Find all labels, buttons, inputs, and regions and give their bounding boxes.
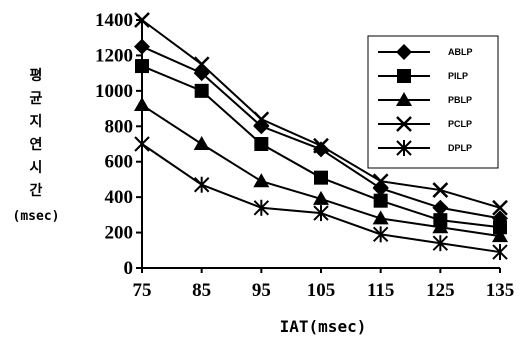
x-tick-label: 75 — [133, 280, 152, 301]
legend-entry-ablp: ABLP — [378, 44, 473, 60]
x-tick-label: 105 — [307, 280, 336, 301]
data-point-x — [313, 137, 329, 154]
y-tick-label: 800 — [105, 116, 134, 137]
data-point-diamond — [432, 199, 449, 216]
x-tick-label: 115 — [367, 280, 394, 301]
data-point-square — [135, 59, 149, 74]
series-pblp — [134, 97, 508, 243]
data-point-square — [314, 170, 328, 185]
x-marker-stroke — [396, 116, 412, 132]
data-point-x — [253, 111, 270, 128]
x-marker-stroke — [253, 111, 270, 128]
data-point-x — [432, 182, 449, 198]
data-point-x — [372, 173, 389, 190]
data-point-asterisk — [372, 226, 389, 243]
x-tick-label: 85 — [192, 280, 211, 301]
data-point-square — [194, 83, 209, 98]
series-pclp — [134, 12, 508, 216]
data-point-asterisk — [432, 235, 449, 252]
y-tick-label: 1000 — [95, 81, 133, 102]
data-point-triangle — [492, 228, 508, 243]
legend-entry-dplp: DPLP — [378, 140, 472, 156]
legend-box — [367, 35, 499, 169]
data-point-asterisk — [396, 140, 412, 156]
x-marker-stroke — [372, 173, 389, 190]
x-marker-stroke — [193, 56, 210, 73]
x-marker-stroke — [134, 12, 150, 28]
y-axis-title-char: 지 — [30, 114, 43, 130]
legend: ABLP PILP PBLP PCLP DPLP — [367, 35, 499, 169]
data-point-diamond — [313, 141, 329, 158]
y-axis-title-char: 평 — [30, 67, 43, 84]
legend-entry-pilp: PILP — [378, 69, 468, 83]
legend-entry-pblp: PBLP — [378, 92, 472, 106]
series-lines — [134, 12, 508, 261]
series-dplp — [134, 136, 508, 261]
data-point-x — [134, 12, 150, 28]
data-point-triangle — [396, 92, 412, 106]
legend-label: PCLP — [448, 119, 472, 129]
y-tick-label: 400 — [105, 187, 134, 208]
data-point-square — [373, 193, 388, 208]
data-point-diamond — [396, 44, 412, 60]
x-axis-ticks: 75 85 95 105 115 125 135 — [133, 268, 515, 301]
data-point-asterisk — [313, 205, 329, 222]
data-point-triangle — [372, 210, 389, 225]
y-axis-title-char: 연 — [30, 137, 43, 153]
data-point-triangle — [253, 173, 270, 188]
x-marker-stroke — [492, 199, 508, 216]
data-point-triangle — [432, 219, 449, 234]
y-tick-label: 1200 — [95, 45, 133, 66]
y-tick-label: 200 — [105, 223, 134, 244]
data-point-square — [397, 69, 411, 83]
legend-label: DPLP — [448, 143, 472, 153]
data-point-asterisk — [492, 244, 508, 261]
x-axis-title: IAT(msec) — [280, 317, 367, 336]
data-point-asterisk — [193, 176, 210, 193]
data-point-triangle — [313, 190, 329, 205]
legend-label: ABLP — [448, 47, 473, 57]
x-marker-stroke — [313, 137, 329, 154]
x-tick-label: 135 — [486, 280, 515, 301]
x-marker-stroke — [432, 182, 449, 198]
data-point-x — [193, 56, 210, 73]
data-point-triangle — [193, 136, 210, 150]
x-tick-label: 125 — [426, 280, 455, 301]
data-point-x — [492, 199, 508, 216]
legend-label: PILP — [448, 71, 468, 81]
data-point-triangle — [134, 97, 150, 112]
y-axis-title-char: 간 — [30, 182, 43, 199]
data-point-diamond — [134, 38, 150, 55]
data-point-square — [493, 220, 507, 235]
data-point-x — [396, 116, 412, 132]
data-point-asterisk — [134, 136, 150, 152]
y-axis-ticks: 0 200 400 600 800 1000 1200 1400 — [95, 10, 142, 279]
y-axis-title-unit: (msec) — [13, 209, 60, 224]
y-tick-label: 600 — [105, 152, 134, 173]
legend-entry-pclp: PCLP — [378, 116, 472, 132]
y-axis-title-char: 균 — [30, 91, 43, 107]
y-tick-label: 0 — [124, 258, 134, 279]
data-point-square — [254, 137, 269, 151]
y-axis-title-char: 시 — [30, 160, 43, 176]
legend-label: PBLP — [448, 95, 472, 105]
data-point-asterisk — [253, 199, 270, 216]
x-tick-label: 95 — [252, 280, 271, 301]
y-tick-label: 1400 — [95, 10, 133, 31]
